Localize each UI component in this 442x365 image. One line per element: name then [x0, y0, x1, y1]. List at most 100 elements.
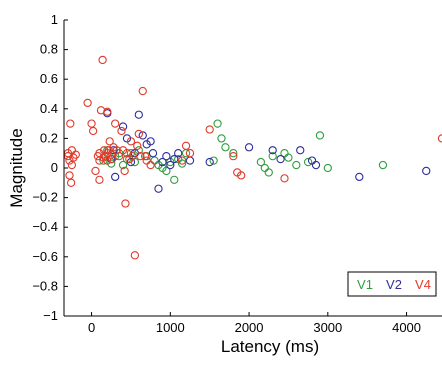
data-point [114, 152, 124, 161]
y-tick-label: −0.8 [32, 278, 58, 293]
axes-layer [63, 20, 442, 317]
data-point [120, 166, 129, 176]
series-v4 [63, 55, 442, 260]
data-point [103, 107, 112, 116]
series-v2 [103, 109, 431, 193]
data-point [244, 143, 254, 152]
legend-items: V1 V2 V4 [357, 277, 431, 292]
data-point [111, 172, 120, 182]
data-point [280, 174, 289, 183]
data-point [83, 98, 92, 108]
data-point [66, 178, 76, 187]
data-point [126, 137, 136, 146]
data-point [213, 119, 222, 128]
legend-item-v2: V2 [386, 277, 402, 292]
data-point [268, 146, 277, 155]
x-tick-label: 1000 [156, 320, 185, 335]
y-tick-label: 0.4 [40, 101, 58, 116]
data-point [67, 160, 77, 170]
data-point [276, 154, 285, 164]
data-point [437, 134, 442, 143]
y-tick-label: −1 [43, 308, 58, 323]
y-tick-label: 0 [51, 160, 58, 175]
data-point [174, 149, 183, 158]
data-point [158, 157, 167, 167]
x-axis-title: Latency (ms) [221, 337, 319, 356]
data-point [181, 141, 191, 150]
y-tick-label: 1 [51, 12, 58, 27]
data-point [134, 110, 143, 119]
y-tick-label: 0.6 [40, 71, 58, 86]
data-point [209, 156, 218, 165]
y-axis-title: Magnitude [7, 128, 26, 207]
data-point [91, 166, 100, 176]
data-point [99, 156, 108, 165]
data-point [107, 150, 116, 159]
data-point [107, 154, 117, 164]
data-point [185, 149, 195, 158]
data-point [146, 160, 155, 170]
data-point [66, 119, 75, 128]
y-tick-label: 0.2 [40, 130, 58, 145]
y-tick-label: −0.4 [32, 219, 58, 234]
y-tick-label: 0.8 [40, 42, 58, 57]
data-point [98, 55, 107, 65]
data-point [217, 134, 226, 143]
data-point [111, 119, 120, 128]
data-point [229, 149, 238, 158]
x-tick-label: 4000 [392, 320, 421, 335]
data-point [146, 137, 155, 146]
ticks-layer: −1 −0.8 −0.6 −0.4 −0.2 0 0.2 0.4 0.6 0.8 1 0 1000 200… [32, 12, 421, 335]
data-point [303, 157, 313, 167]
data-point [128, 152, 137, 161]
data-point [205, 125, 214, 134]
data-point [162, 152, 171, 161]
series-v1 [99, 119, 388, 184]
data-point [95, 175, 104, 184]
data-point [177, 156, 187, 165]
y-tick-label: −0.2 [32, 190, 58, 205]
data-point [65, 171, 74, 180]
x-tick-label: 2000 [235, 320, 264, 335]
data-point [121, 199, 130, 208]
data-point [237, 171, 246, 180]
data-point [284, 153, 293, 162]
data-point [105, 137, 114, 146]
data-point [117, 126, 126, 136]
data-point [138, 86, 147, 96]
x-tick-label: 3000 [313, 320, 342, 335]
data-point [268, 152, 277, 161]
legend-box [347, 271, 437, 297]
data-point [355, 172, 364, 182]
data-point [140, 152, 150, 161]
data-point [177, 159, 187, 168]
legend-item-v4: V4 [415, 277, 431, 292]
data-point [260, 163, 269, 173]
data-point [311, 160, 321, 170]
data-point [162, 166, 171, 176]
data-point [148, 149, 158, 158]
data-point [88, 126, 98, 136]
data-point [71, 150, 80, 159]
data-point [170, 175, 179, 184]
data-point [134, 129, 143, 139]
data-point [87, 119, 96, 128]
data-point [221, 143, 230, 152]
data-point [136, 152, 145, 161]
data-point [323, 163, 332, 173]
y-tick-label: −0.6 [32, 249, 58, 264]
data-point [422, 166, 431, 176]
data-point [166, 160, 175, 170]
data-point [229, 152, 238, 161]
legend: V1 V2 V4 [347, 271, 437, 297]
data-point [315, 131, 325, 140]
data-point [296, 146, 305, 155]
data-point [170, 154, 179, 164]
data-point [205, 157, 214, 167]
data-point [150, 156, 159, 165]
data-point [130, 251, 140, 260]
data-point [154, 184, 163, 193]
data-point [142, 156, 151, 165]
